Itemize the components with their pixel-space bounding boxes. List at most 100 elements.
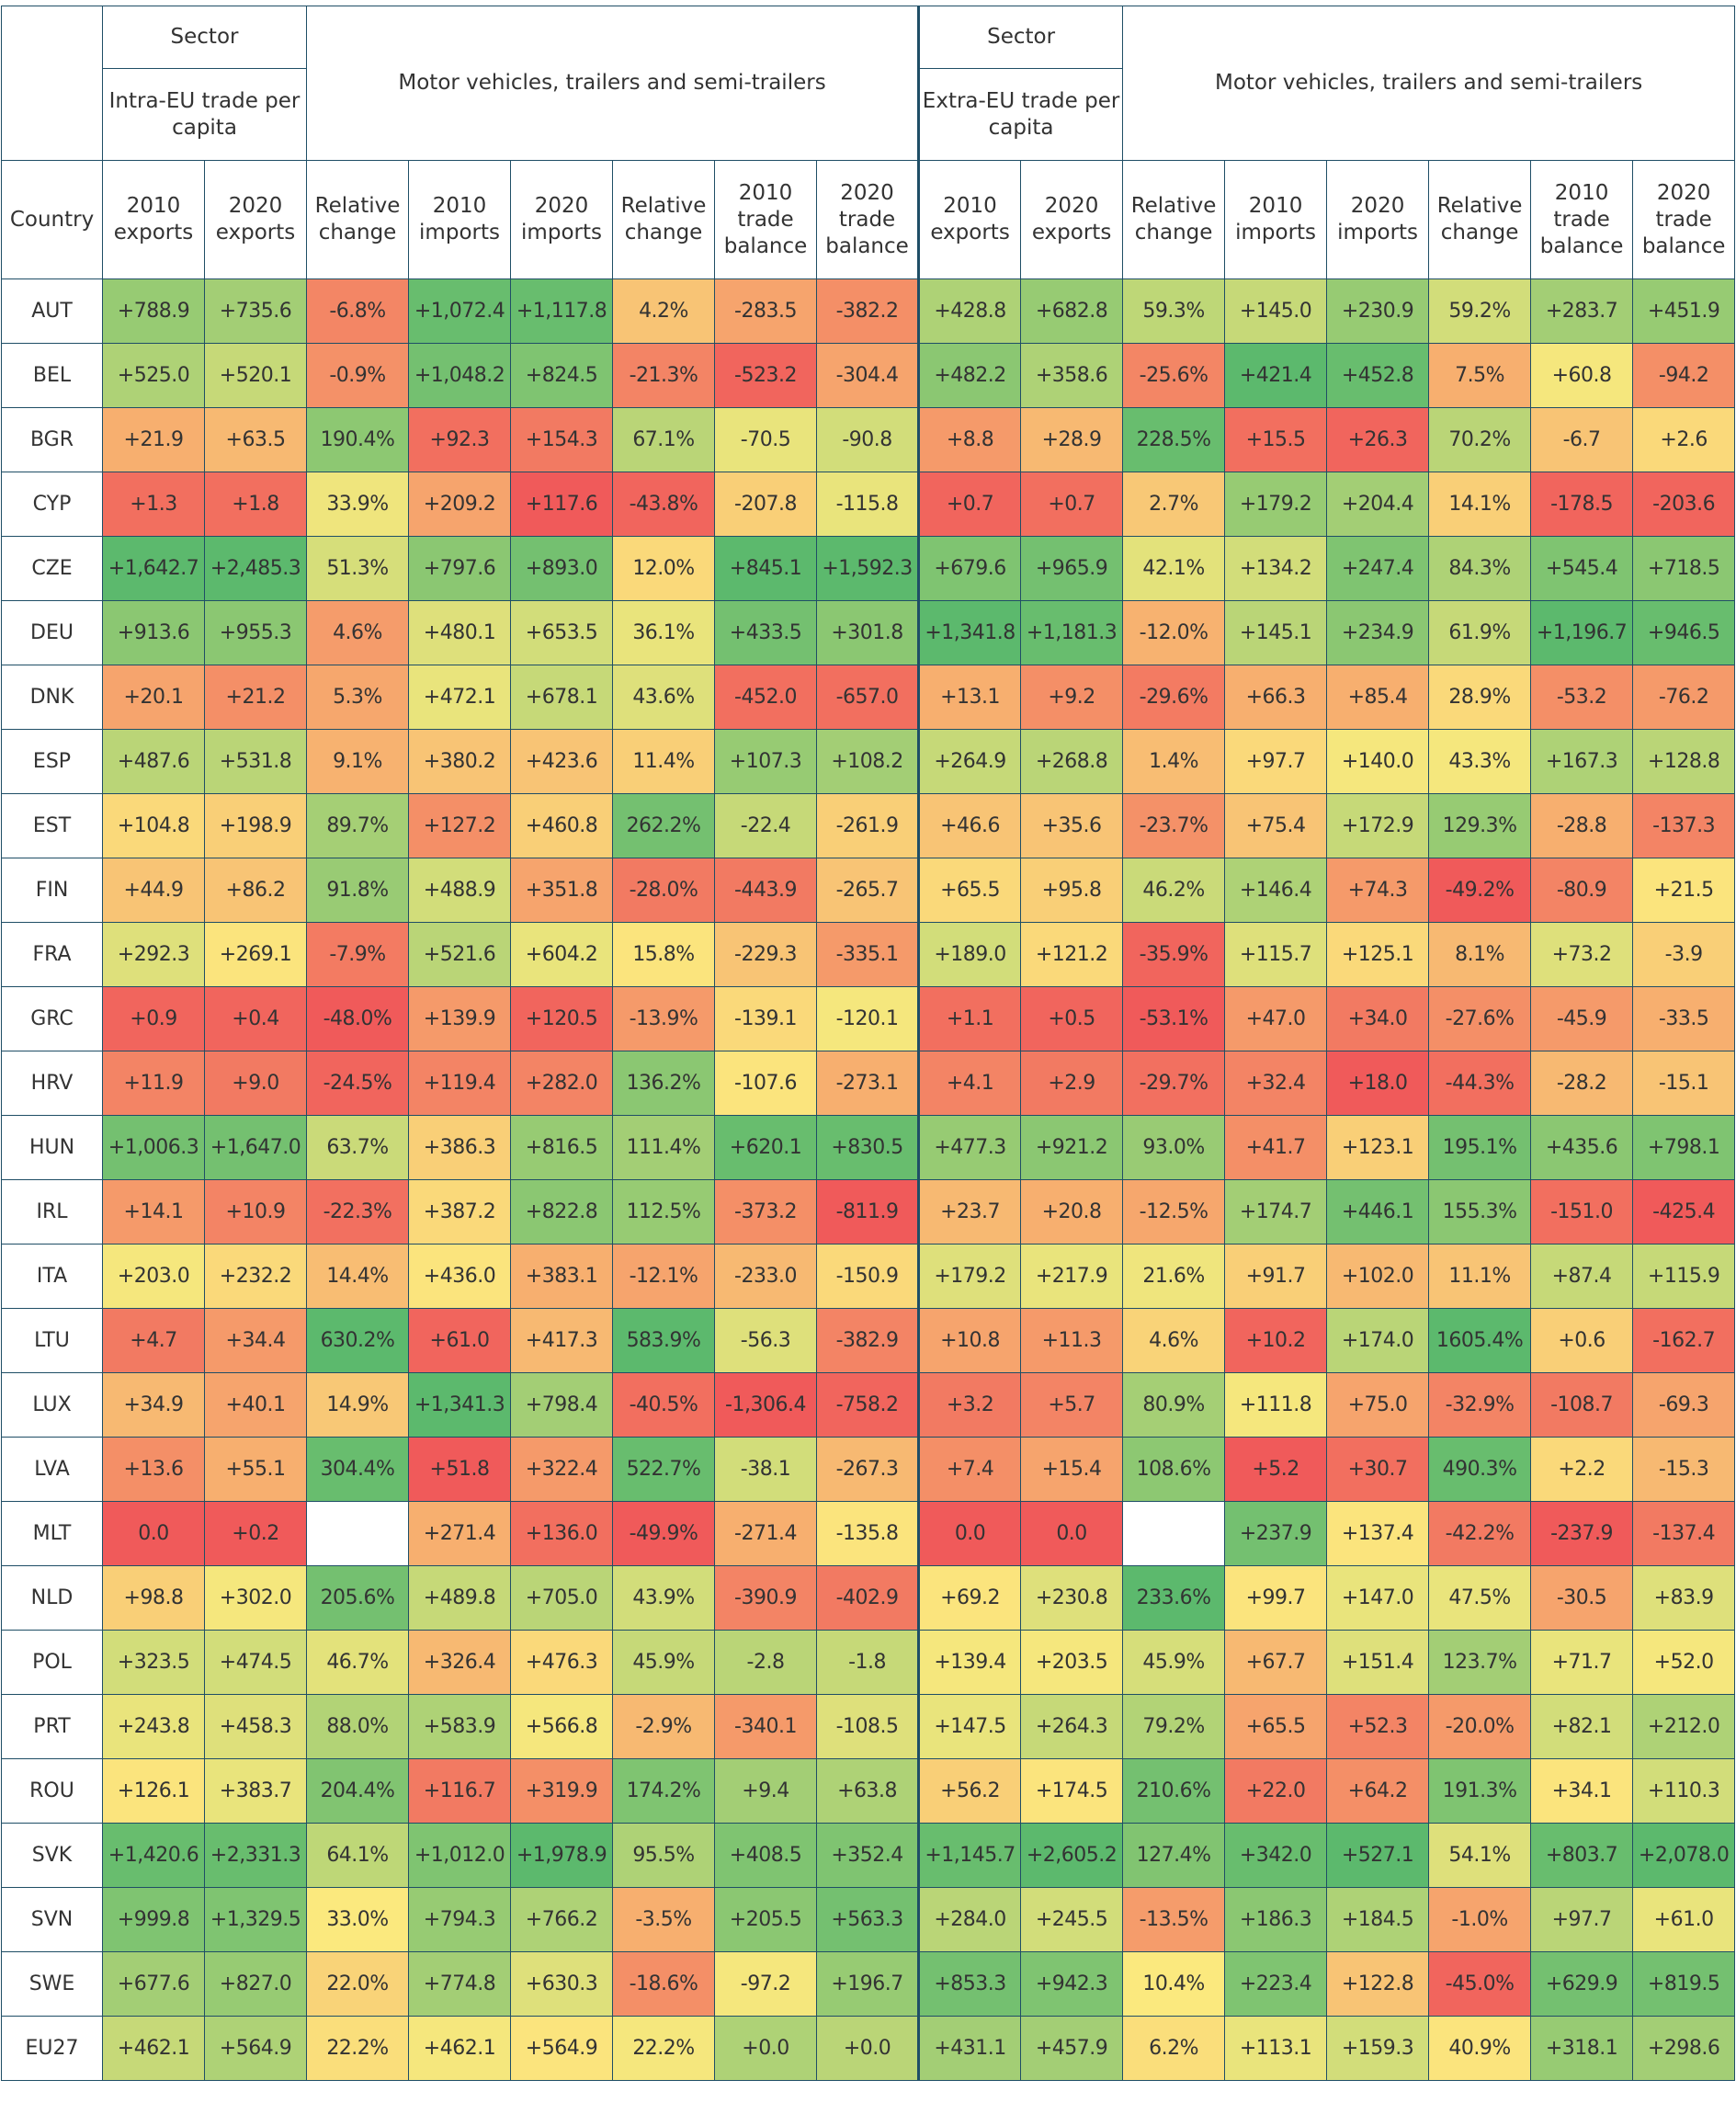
intra-exp2020-cell: +827.0 xyxy=(203,1951,308,2017)
intra-exp-change-cell: -7.9% xyxy=(306,922,410,987)
column-header-intra-balance-2020: 2020 trade balance xyxy=(816,160,920,279)
extra-exp2020-cell: +682.8 xyxy=(1020,278,1124,344)
column-header-extra-balance-2010: 2010 trade balance xyxy=(1530,160,1634,279)
intra-exp2010-cell: +0.9 xyxy=(102,986,205,1051)
intra-imp-change-cell: 522.7% xyxy=(612,1437,716,1502)
intra-exp-change-cell: 204.4% xyxy=(306,1758,410,1824)
table-body: AUT +788.9 +735.6 -6.8% +1,072.4 +1,117.8 4.2%… xyxy=(1,278,1736,2081)
column-header-intra-balance-2010: 2010 trade balance xyxy=(714,160,818,279)
intra-bal2010-cell: +433.5 xyxy=(714,600,818,665)
extra-exp2020-cell: +217.9 xyxy=(1020,1244,1124,1309)
extra-bal2010-cell: +318.1 xyxy=(1530,2016,1634,2081)
extra-imp2010-cell: +421.4 xyxy=(1224,343,1328,408)
intra-bal2010-cell: +205.5 xyxy=(714,1887,818,1952)
extra-exp2020-cell: +15.4 xyxy=(1020,1437,1124,1502)
column-header-extra-exports-2020: 2020 exports xyxy=(1020,160,1124,279)
intra-exp2020-cell: +269.1 xyxy=(203,922,308,987)
extra-imp-change-cell: 8.1% xyxy=(1428,922,1532,987)
extra-imp2020-cell: +230.9 xyxy=(1326,278,1430,344)
intra-imp-change-cell: 112.5% xyxy=(612,1179,716,1245)
extra-bal2010-cell: +73.2 xyxy=(1530,922,1634,987)
extra-bal2010-cell: +435.6 xyxy=(1530,1115,1634,1180)
intra-exp-change-cell: 190.4% xyxy=(306,407,410,472)
intra-imp2010-cell: +380.2 xyxy=(408,729,512,794)
intra-imp-change-cell: 111.4% xyxy=(612,1115,716,1180)
intra-exp-change-cell: 89.7% xyxy=(306,793,410,858)
extra-bal2010-cell: -80.9 xyxy=(1530,858,1634,923)
intra-bal2020-cell: -150.9 xyxy=(816,1244,920,1309)
extra-imp2010-cell: +97.7 xyxy=(1224,729,1328,794)
extra-exp-change-cell: 4.6% xyxy=(1122,1308,1226,1373)
intra-imp2020-cell: +319.9 xyxy=(510,1758,614,1824)
column-header-extra-imports-change: Relative change xyxy=(1428,160,1532,279)
intra-imp-change-cell: 174.2% xyxy=(612,1758,716,1824)
intra-exp-change-cell: 5.3% xyxy=(306,665,410,730)
country-cell: SVK xyxy=(1,1823,103,1888)
extra-exp2010-cell: +1,145.7 xyxy=(917,1823,1022,1888)
extra-imp2010-cell: +66.3 xyxy=(1224,665,1328,730)
intra-bal2020-cell: -267.3 xyxy=(816,1437,920,1502)
country-cell: ESP xyxy=(1,729,103,794)
column-header-intra-exports-2020: 2020 exports xyxy=(203,160,308,279)
intra-bal2010-cell: +9.4 xyxy=(714,1758,818,1824)
extra-imp2010-cell: +186.3 xyxy=(1224,1887,1328,1952)
extra-exp-change-cell: 45.9% xyxy=(1122,1630,1226,1695)
intra-exp2020-cell: +86.2 xyxy=(203,858,308,923)
intra-exp2020-cell: +232.2 xyxy=(203,1244,308,1309)
table-row: POL +323.5 +474.5 46.7% +326.4 +476.3 45.9% -2.… xyxy=(1,1630,1736,1695)
extra-exp2010-cell: +56.2 xyxy=(917,1758,1022,1824)
intra-bal2010-cell: -1,306.4 xyxy=(714,1372,818,1438)
extra-exp-change-cell: 127.4% xyxy=(1122,1823,1226,1888)
extra-exp2020-cell: +203.5 xyxy=(1020,1630,1124,1695)
extra-imp2020-cell: +30.7 xyxy=(1326,1437,1430,1502)
intra-bal2010-cell: -207.8 xyxy=(714,472,818,537)
intra-imp2020-cell: +117.6 xyxy=(510,472,614,537)
extra-bal2020-cell: -33.5 xyxy=(1632,986,1736,1051)
extra-exp2020-cell: +20.8 xyxy=(1020,1179,1124,1245)
column-header-intra-exports-2010: 2010 exports xyxy=(102,160,205,279)
intra-exp2020-cell: +955.3 xyxy=(203,600,308,665)
country-cell: LUX xyxy=(1,1372,103,1438)
intra-bal2020-cell: -135.8 xyxy=(816,1501,920,1566)
extra-exp2010-cell: +65.5 xyxy=(917,858,1022,923)
extra-bal2020-cell: -425.4 xyxy=(1632,1179,1736,1245)
extra-imp-change-cell: 40.9% xyxy=(1428,2016,1532,2081)
intra-imp2010-cell: +472.1 xyxy=(408,665,512,730)
extra-imp2010-cell: +179.2 xyxy=(1224,472,1328,537)
industry-header-intra: Motor vehicles, trailers and semi-traile… xyxy=(306,6,920,161)
intra-exp2020-cell: +1,329.5 xyxy=(203,1887,308,1952)
table-row: ITA +203.0 +232.2 14.4% +436.0 +383.1 -12.1% -2… xyxy=(1,1244,1736,1309)
intra-exp2010-cell: +98.8 xyxy=(102,1565,205,1631)
intra-imp2010-cell: +139.9 xyxy=(408,986,512,1051)
intra-exp2020-cell: +2,331.3 xyxy=(203,1823,308,1888)
intra-bal2020-cell: -811.9 xyxy=(816,1179,920,1245)
extra-exp2020-cell: +2.9 xyxy=(1020,1051,1124,1116)
intra-imp2020-cell: +824.5 xyxy=(510,343,614,408)
extra-imp2020-cell: +123.1 xyxy=(1326,1115,1430,1180)
table-row: DEU +913.6 +955.3 4.6% +480.1 +653.5 36.1% +433… xyxy=(1,600,1736,665)
intra-bal2020-cell: -402.9 xyxy=(816,1565,920,1631)
country-cell: BGR xyxy=(1,407,103,472)
extra-exp2020-cell: +358.6 xyxy=(1020,343,1124,408)
extra-bal2020-cell: -162.7 xyxy=(1632,1308,1736,1373)
extra-bal2020-cell: +212.0 xyxy=(1632,1694,1736,1759)
extra-imp2020-cell: +64.2 xyxy=(1326,1758,1430,1824)
extra-eu-group-header: Extra-EU trade per capita xyxy=(917,68,1124,161)
intra-exp2020-cell: +63.5 xyxy=(203,407,308,472)
intra-exp-change-cell: 630.2% xyxy=(306,1308,410,1373)
extra-exp2010-cell: +264.9 xyxy=(917,729,1022,794)
intra-exp2010-cell: +20.1 xyxy=(102,665,205,730)
extra-exp-change-cell: -12.0% xyxy=(1122,600,1226,665)
table-row: LTU +4.7 +34.4 630.2% +61.0 +417.3 583.9% -56.3… xyxy=(1,1308,1736,1373)
extra-bal2010-cell: +1,196.7 xyxy=(1530,600,1634,665)
intra-exp-change-cell: -6.8% xyxy=(306,278,410,344)
intra-imp2010-cell: +1,341.3 xyxy=(408,1372,512,1438)
header-row-sector: Sector Motor vehicles, trailers and semi… xyxy=(1,6,1736,161)
country-cell: IRL xyxy=(1,1179,103,1245)
table-row: BEL +525.0 +520.1 -0.9% +1,048.2 +824.5 -21.3%… xyxy=(1,343,1736,408)
column-header-intra-imports-2020: 2020 imports xyxy=(510,160,614,279)
intra-imp2010-cell: +1,072.4 xyxy=(408,278,512,344)
intra-imp2010-cell: +116.7 xyxy=(408,1758,512,1824)
intra-exp2010-cell: +1,642.7 xyxy=(102,536,205,601)
intra-bal2010-cell: -139.1 xyxy=(714,986,818,1051)
